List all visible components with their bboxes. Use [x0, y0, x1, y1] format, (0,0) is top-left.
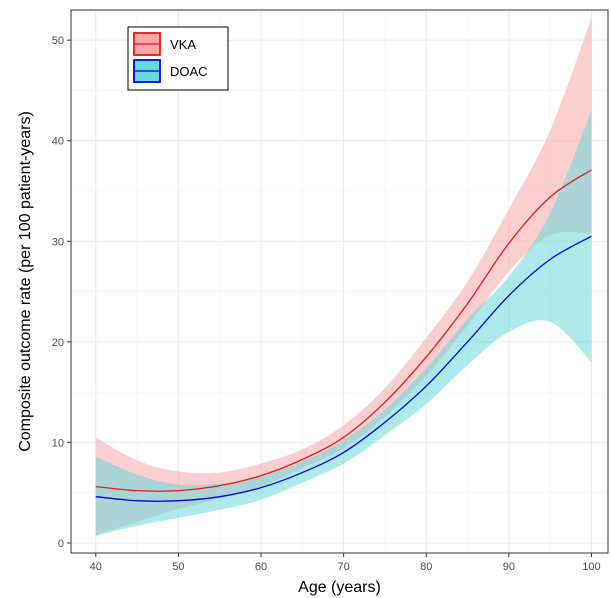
line-doac — [95, 235, 592, 502]
x-tick-label: 40 — [90, 561, 102, 573]
x-tick-label: 80 — [420, 561, 432, 573]
x-tick-label: 50 — [172, 561, 184, 573]
y-tick-label: 0 — [58, 538, 64, 550]
legend-label-vka: VKA — [170, 37, 196, 52]
y-tick-label: 10 — [52, 437, 64, 449]
x-axis-title: Age (years) — [298, 579, 381, 596]
x-tick-label: 60 — [255, 561, 267, 573]
y-tick-label: 40 — [52, 136, 64, 148]
y-axis-title: Composite outcome rate (per 100 patient-… — [17, 111, 34, 452]
legend-label-doac: DOAC — [170, 64, 208, 79]
confidence-bands — [95, 18, 592, 536]
x-tick-label: 70 — [338, 561, 350, 573]
legend: VKA DOAC — [127, 26, 229, 91]
y-tick-label: 30 — [52, 236, 64, 248]
line-vka — [95, 169, 592, 492]
y-tick-label: 20 — [52, 337, 64, 349]
x-tick-label: 100 — [582, 561, 600, 573]
series-lines — [95, 169, 592, 502]
y-tick-label: 50 — [52, 35, 64, 47]
axis-tick-labels: 40 50 60 70 80 90 100 0 10 20 30 40 50 — [52, 35, 601, 573]
x-tick-label: 90 — [503, 561, 515, 573]
grid-minor — [71, 10, 608, 553]
axis-ticks — [67, 39, 592, 557]
plot-border — [70, 9, 609, 554]
band-doac — [95, 110, 592, 536]
